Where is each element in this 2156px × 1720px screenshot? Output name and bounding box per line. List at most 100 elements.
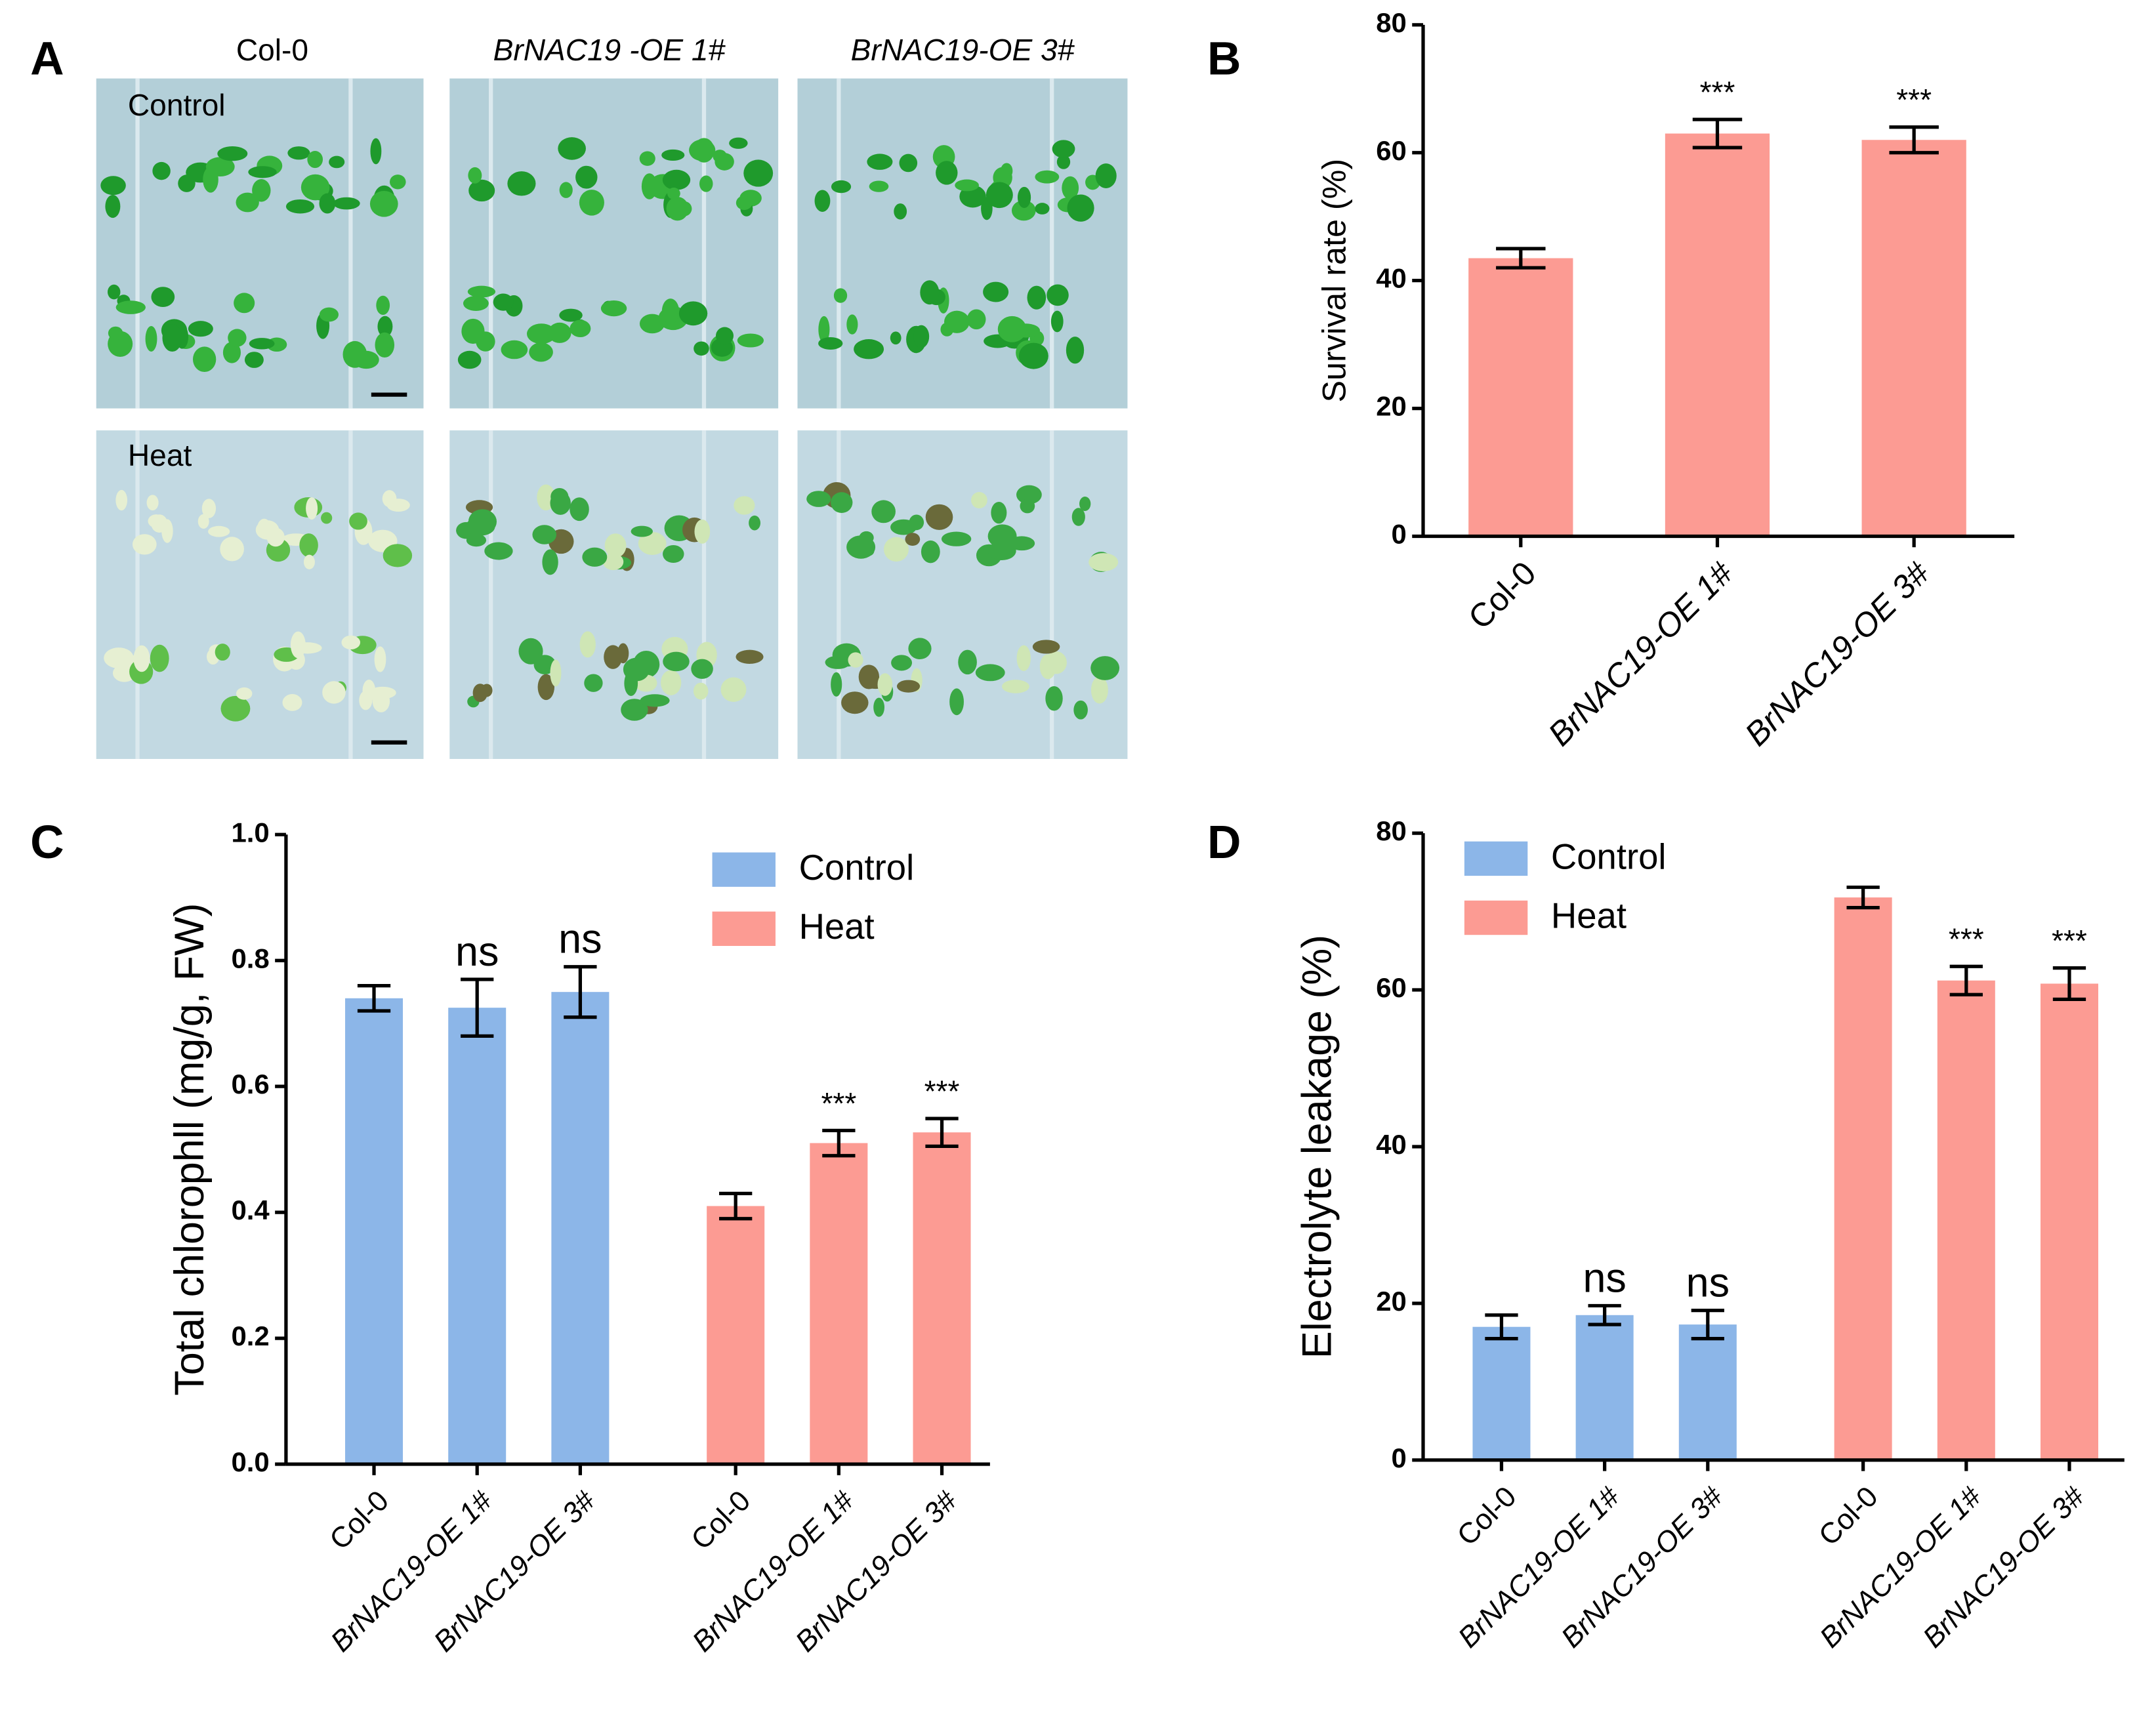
x-tick-label: BrNAC19-OE 3# (1737, 554, 1937, 753)
seedling (1047, 284, 1069, 306)
bar (1665, 133, 1770, 537)
seedling (282, 694, 302, 711)
seedling (285, 199, 315, 214)
seedling (518, 638, 543, 665)
legend-swatch (712, 911, 776, 946)
seedling (197, 514, 209, 529)
seedling (376, 295, 390, 315)
seedling (693, 682, 709, 700)
seedling (133, 645, 150, 672)
seedling (944, 310, 970, 333)
bar (913, 1132, 971, 1465)
seedling (678, 301, 708, 326)
seedling (818, 337, 843, 350)
seedling (255, 520, 280, 540)
bar (1468, 258, 1573, 537)
seedling (115, 300, 146, 314)
seedling (666, 197, 689, 221)
seedling (743, 159, 774, 187)
legend-swatch (1464, 900, 1528, 935)
seedling (1035, 170, 1060, 184)
panel-label: C (30, 816, 64, 869)
bar (448, 1008, 507, 1465)
seedling (372, 689, 390, 712)
seedling (104, 647, 134, 668)
seedling (1020, 499, 1035, 514)
seedling (1016, 485, 1042, 504)
seedling (290, 631, 306, 659)
seedling (319, 307, 339, 322)
seedling (234, 293, 255, 314)
row-label: Heat (128, 438, 192, 472)
seedling (1067, 194, 1094, 222)
y-tick-label: 20 (1376, 391, 1407, 422)
seedling (869, 180, 889, 192)
seedling (151, 287, 175, 307)
bar (707, 1206, 765, 1465)
bar (1937, 980, 1995, 1460)
seedling (162, 324, 182, 352)
y-tick-label: 0 (1392, 1443, 1407, 1473)
seedling (484, 542, 513, 560)
seedling (1062, 176, 1079, 200)
seedling (526, 323, 556, 344)
seedling (386, 499, 410, 512)
seedling (377, 316, 393, 337)
seedling (867, 154, 893, 170)
seedling (579, 631, 596, 658)
seedling (236, 192, 259, 213)
seedling (1008, 536, 1035, 551)
legend-label: Control (1551, 836, 1667, 876)
legend-label: Heat (1551, 895, 1627, 935)
seedling (1017, 186, 1031, 209)
seedling (661, 149, 685, 161)
seedling (467, 285, 496, 298)
seedling (1071, 508, 1085, 526)
seedling (662, 169, 691, 190)
seedling (550, 491, 571, 515)
y-tick-label: 80 (1376, 815, 1407, 846)
seedling (188, 321, 213, 337)
seedling (1039, 654, 1056, 680)
seedling (215, 644, 230, 661)
seedling (871, 500, 896, 523)
seedling (991, 501, 1007, 524)
seedling (161, 519, 173, 543)
seedling (220, 537, 244, 562)
seedling (507, 171, 536, 196)
seedling (236, 687, 253, 700)
seedling (720, 677, 747, 702)
seedling (559, 308, 583, 322)
bar (551, 992, 610, 1465)
seedling (329, 155, 345, 169)
annotation: ns (558, 916, 602, 962)
seedling (582, 547, 608, 567)
y-axis-label: Survival rate (%) (1315, 159, 1352, 403)
row-label: Control (128, 88, 226, 122)
photos (96, 78, 1128, 759)
seedling (472, 684, 488, 703)
seedling (465, 517, 495, 536)
seedling (1090, 656, 1120, 680)
seedling (115, 489, 128, 511)
seedling (463, 296, 489, 312)
seedling (1088, 553, 1119, 571)
seedling (831, 180, 852, 194)
seedling (831, 492, 853, 513)
seedling (369, 191, 398, 217)
y-tick-label: 0.8 (231, 943, 269, 973)
seedling (623, 657, 650, 682)
annotation: *** (1700, 75, 1735, 110)
seedling (1052, 140, 1075, 158)
seedling (663, 544, 684, 563)
seedling (639, 151, 655, 166)
seedling (737, 333, 764, 348)
seedling (997, 316, 1027, 342)
y-axis-label: Total chlorophll (mg/g, FW) (167, 903, 213, 1396)
seedling (661, 670, 682, 695)
seedling (640, 694, 670, 707)
seedling (217, 146, 248, 161)
y-tick-label: 0.4 (231, 1195, 270, 1225)
seedling (228, 329, 247, 347)
